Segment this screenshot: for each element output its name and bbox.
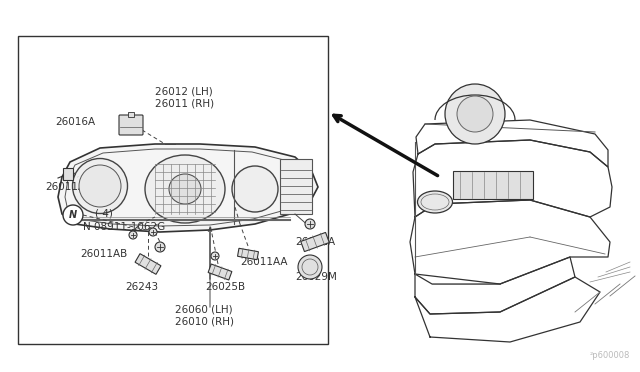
Bar <box>63 168 73 180</box>
Text: 26011AC: 26011AC <box>45 182 92 192</box>
Circle shape <box>155 242 165 252</box>
Polygon shape <box>208 264 232 280</box>
Polygon shape <box>58 144 318 232</box>
Bar <box>128 112 134 117</box>
Bar <box>18 36 328 344</box>
Circle shape <box>63 205 83 225</box>
Text: 26029M: 26029M <box>295 272 337 282</box>
Polygon shape <box>237 248 259 260</box>
Text: 26011 (RH): 26011 (RH) <box>155 99 214 109</box>
Bar <box>453 171 533 199</box>
Text: 26012 (LH): 26012 (LH) <box>155 87 212 97</box>
Text: 26010 (RH): 26010 (RH) <box>175 317 234 327</box>
Text: 26011AA: 26011AA <box>240 257 287 267</box>
Text: 26243: 26243 <box>125 282 158 292</box>
Polygon shape <box>135 254 161 274</box>
Ellipse shape <box>72 158 127 214</box>
Circle shape <box>298 255 322 279</box>
Circle shape <box>445 84 505 144</box>
Circle shape <box>211 252 219 260</box>
Bar <box>280 159 312 214</box>
Ellipse shape <box>79 165 121 207</box>
Text: N: N <box>69 210 77 220</box>
Text: 26011AB: 26011AB <box>80 249 127 259</box>
Ellipse shape <box>417 191 452 213</box>
Ellipse shape <box>145 155 225 223</box>
Text: 26060 (LH): 26060 (LH) <box>175 305 232 315</box>
Circle shape <box>129 231 137 239</box>
Ellipse shape <box>232 166 278 212</box>
Text: N 08911-1062G: N 08911-1062G <box>83 222 165 232</box>
Text: 26011A: 26011A <box>295 237 335 247</box>
Text: 26025B: 26025B <box>205 282 245 292</box>
Polygon shape <box>301 232 329 251</box>
Text: ( 4): ( 4) <box>95 209 113 219</box>
Circle shape <box>305 219 315 229</box>
Text: 26016A: 26016A <box>55 117 95 127</box>
Circle shape <box>457 96 493 132</box>
Text: ²p600008: ²p600008 <box>589 351 630 360</box>
Circle shape <box>149 228 157 236</box>
FancyBboxPatch shape <box>119 115 143 135</box>
Ellipse shape <box>169 174 201 204</box>
